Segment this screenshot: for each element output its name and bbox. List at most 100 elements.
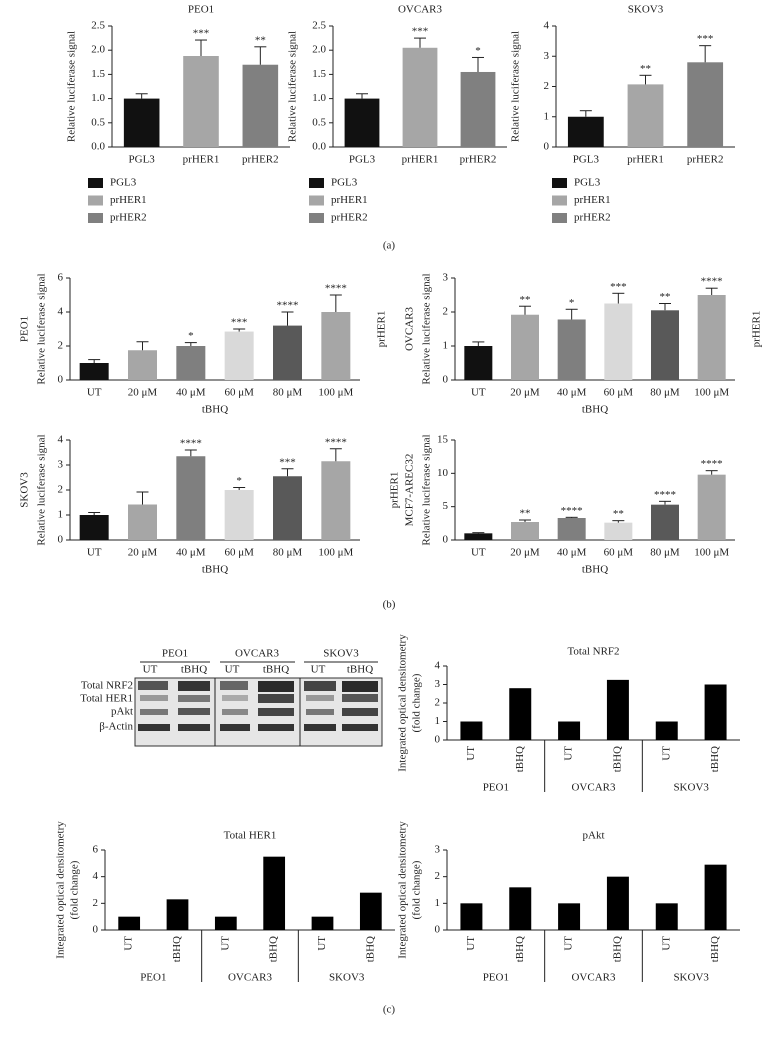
y-tick-label: 4 bbox=[58, 434, 64, 446]
significance: * bbox=[188, 330, 194, 342]
legend-label: PGL3 bbox=[574, 177, 601, 189]
x-tick-label: tBHQ bbox=[514, 746, 526, 772]
y-tick-label: 1.0 bbox=[312, 92, 326, 104]
bar bbox=[183, 56, 219, 148]
y-tick-label: 1 bbox=[435, 897, 441, 909]
bar bbox=[704, 684, 727, 740]
group-label: SKOV3 bbox=[329, 972, 365, 984]
significance: **** bbox=[325, 436, 347, 448]
y-tick-label: 2 bbox=[443, 306, 449, 318]
x-tick-label: tBHQ bbox=[709, 936, 721, 962]
blot-row: Total NRF2 bbox=[81, 680, 133, 692]
bar bbox=[704, 864, 727, 930]
x-tick-label: UT bbox=[563, 746, 575, 761]
bar bbox=[464, 533, 493, 540]
group-label: OVCAR3 bbox=[228, 972, 273, 984]
significance: *** bbox=[231, 317, 248, 329]
bar bbox=[651, 310, 679, 380]
x-tick-label: UT bbox=[660, 936, 672, 951]
bar bbox=[166, 899, 189, 930]
x-tick-label: 20 μM bbox=[128, 387, 158, 399]
bar bbox=[263, 856, 286, 930]
legend-label: prHER1 bbox=[331, 194, 368, 206]
significance: ** bbox=[660, 291, 671, 303]
bar bbox=[557, 518, 586, 540]
blot-group: PEO1 bbox=[162, 648, 188, 660]
y-axis-label: (fold change) bbox=[411, 673, 423, 732]
blot-lane: UT bbox=[225, 664, 240, 676]
bar bbox=[460, 71, 496, 147]
y-tick-label: 0 bbox=[58, 374, 64, 386]
bar bbox=[321, 461, 351, 540]
x-tick-label: 60 μM bbox=[604, 547, 634, 559]
y-axis-label: Relative luciferase signal bbox=[36, 434, 48, 545]
x-tick-label: PGL3 bbox=[129, 154, 156, 166]
y-tick-label: 1.5 bbox=[91, 68, 105, 80]
y-axis-label: Integrated optical densitometry bbox=[55, 821, 67, 959]
bar bbox=[697, 295, 726, 380]
y-tick-label: 3 bbox=[58, 459, 64, 471]
x-tick-label: 40 μM bbox=[176, 547, 206, 559]
chart-title: Total NRF2 bbox=[567, 646, 619, 658]
bar bbox=[402, 47, 438, 147]
x-tick-label: UT bbox=[87, 547, 102, 559]
bar bbox=[460, 721, 483, 740]
x-tick-label: tBHQ bbox=[611, 936, 623, 962]
x-tick-label: tBHQ bbox=[709, 746, 721, 772]
y-tick-label: 0.0 bbox=[91, 141, 105, 153]
bar bbox=[176, 456, 206, 540]
group-label: PEO1 bbox=[483, 782, 509, 794]
panel-label: (c) bbox=[383, 1004, 396, 1016]
y-tick-label: 3 bbox=[443, 272, 449, 284]
chart-title: OVCAR3 bbox=[398, 4, 443, 16]
y-tick-label: 2 bbox=[58, 340, 64, 352]
bar bbox=[214, 916, 237, 930]
y-tick-label: 0 bbox=[58, 534, 64, 546]
bar bbox=[511, 522, 539, 540]
y-axis-label: Relative luciferase signal bbox=[287, 31, 299, 142]
y-axis-label: Relative luciferase signal bbox=[421, 273, 433, 384]
y-tick-label: 1 bbox=[58, 509, 64, 521]
y-tick-label: 2.0 bbox=[312, 44, 326, 56]
panel-label: (b) bbox=[383, 599, 396, 611]
significance: ** bbox=[613, 508, 624, 520]
bar bbox=[697, 474, 726, 540]
bar bbox=[79, 363, 109, 380]
bar bbox=[123, 98, 160, 147]
x-tick-label: UT bbox=[471, 547, 486, 559]
side-label: PEO1 bbox=[19, 316, 31, 342]
x-tick-label: UT bbox=[87, 387, 102, 399]
legend-label: PGL3 bbox=[110, 177, 137, 189]
side-label: MCF7-AREC32 bbox=[404, 454, 416, 527]
side-label: SKOV3 bbox=[19, 472, 31, 508]
group-label: PEO1 bbox=[140, 972, 166, 984]
bar bbox=[242, 64, 279, 147]
bar bbox=[509, 688, 532, 740]
legend-swatch bbox=[552, 213, 567, 223]
blot-row: β-Actin bbox=[99, 721, 133, 733]
y-tick-label: 1 bbox=[443, 340, 449, 352]
y-axis-label: Relative luciferase signal bbox=[36, 273, 48, 384]
y-tick-label: 4 bbox=[58, 306, 64, 318]
legend-label: prHER2 bbox=[110, 212, 147, 224]
legend-label: prHER2 bbox=[574, 212, 611, 224]
bar bbox=[128, 504, 157, 540]
group-label: OVCAR3 bbox=[571, 972, 616, 984]
blot-lane: UT bbox=[143, 664, 158, 676]
x-tick-label: UT bbox=[465, 746, 477, 761]
legend-label: prHER1 bbox=[110, 194, 147, 206]
x-tick-label: 40 μM bbox=[176, 387, 206, 399]
x-tick-label: 60 μM bbox=[604, 387, 634, 399]
x-tick-label: prHER1 bbox=[402, 154, 439, 166]
y-tick-label: 4 bbox=[435, 660, 441, 672]
x-tick-label: tBHQ bbox=[364, 936, 376, 962]
x-tick-label: PGL3 bbox=[349, 154, 376, 166]
side-label: OVCAR3 bbox=[404, 307, 416, 352]
significance: *** bbox=[412, 26, 429, 38]
x-tick-label: 80 μM bbox=[650, 547, 680, 559]
group-label: OVCAR3 bbox=[571, 782, 616, 794]
y-tick-label: 6 bbox=[58, 272, 64, 284]
x-tick-label: tBHQ bbox=[611, 746, 623, 772]
bar bbox=[567, 116, 604, 147]
bar bbox=[273, 476, 302, 540]
